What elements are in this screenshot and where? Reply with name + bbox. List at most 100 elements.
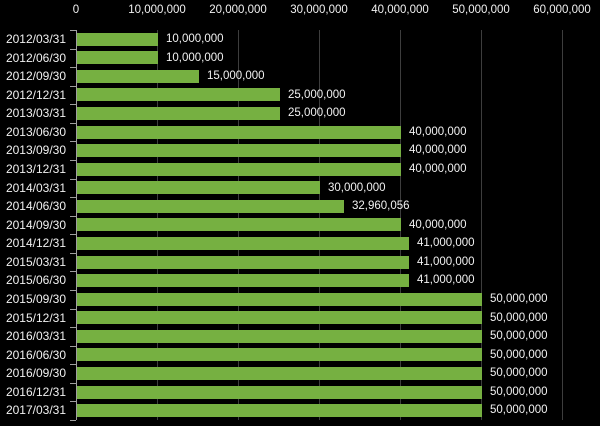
bar-row: 2013/03/31 25,000,000 <box>0 104 600 123</box>
bar[interactable] <box>77 385 482 399</box>
category-label: 2017/03/31 <box>5 403 66 418</box>
category-axis-tick <box>70 401 76 402</box>
value-label: 41,000,000 <box>417 255 475 268</box>
bar-row: 2012/03/31 10,000,000 <box>0 30 600 49</box>
category-label: 2016/12/31 <box>5 384 66 399</box>
category-label: 2012/12/31 <box>5 87 66 102</box>
value-label: 10,000,000 <box>166 51 224 64</box>
bar-row: 2017/03/31 50,000,000 <box>0 401 600 420</box>
bar-row: 2016/06/30 50,000,000 <box>0 346 600 365</box>
bar-row: 2014/06/30 32,960,056 <box>0 197 600 216</box>
category-axis-tick <box>70 346 76 347</box>
bar[interactable] <box>77 144 401 158</box>
value-label: 25,000,000 <box>288 107 346 120</box>
value-label: 40,000,000 <box>409 218 467 231</box>
value-label: 41,000,000 <box>417 274 475 287</box>
bar[interactable] <box>77 107 280 121</box>
category-label: 2013/12/31 <box>5 162 66 176</box>
bar[interactable] <box>77 348 482 362</box>
category-label: 2016/09/30 <box>5 366 66 381</box>
category-label: 2015/03/31 <box>5 254 66 269</box>
bar-row: 2012/06/30 10,000,000 <box>0 49 600 68</box>
value-label: 50,000,000 <box>490 311 548 324</box>
value-label: 50,000,000 <box>490 367 548 380</box>
bar[interactable] <box>77 367 482 381</box>
category-axis-tick <box>70 364 76 365</box>
gridline <box>562 30 563 420</box>
category-axis-tick <box>70 30 76 31</box>
category-axis-tick <box>70 309 76 310</box>
bar-row: 2015/09/30 50,000,000 <box>0 290 600 309</box>
bar[interactable] <box>77 404 482 418</box>
bar-row: 2014/03/31 30,000,000 <box>0 179 600 198</box>
bar[interactable] <box>77 162 401 176</box>
x-axis-tick-label: 30,000,000 <box>290 4 348 16</box>
bar[interactable] <box>77 218 401 232</box>
x-axis-tick-label: 0 <box>72 4 80 16</box>
category-label: 2012/03/31 <box>5 32 66 46</box>
bar[interactable] <box>77 51 158 65</box>
category-axis-tick <box>70 86 76 87</box>
bar[interactable] <box>77 32 158 46</box>
bar-row: 2016/03/31 50,000,000 <box>0 327 600 346</box>
value-label: 30,000,000 <box>328 181 386 194</box>
category-axis-tick <box>70 160 76 161</box>
bar-row: 2015/03/31 41,000,000 <box>0 253 600 272</box>
category-axis-tick <box>70 123 76 124</box>
bar-row: 2015/12/31 50,000,000 <box>0 309 600 328</box>
bar[interactable] <box>77 237 409 251</box>
category-axis-tick <box>70 216 76 217</box>
bar[interactable] <box>77 199 344 213</box>
bar[interactable] <box>77 274 409 288</box>
bar[interactable] <box>77 255 409 269</box>
value-label: 50,000,000 <box>490 348 548 361</box>
category-axis-tick <box>70 179 76 180</box>
bar-row: 2016/12/31 50,000,000 <box>0 383 600 402</box>
value-label: 32,960,056 <box>352 200 410 213</box>
category-axis-tick <box>70 253 76 254</box>
bar[interactable] <box>77 125 401 139</box>
bar[interactable] <box>77 329 482 343</box>
bar-row: 2013/06/30 40,000,000 <box>0 123 600 142</box>
category-label: 2012/06/30 <box>5 50 66 65</box>
bar-row: 2016/09/30 50,000,000 <box>0 364 600 383</box>
category-label: 2013/06/30 <box>5 124 66 139</box>
value-label: 40,000,000 <box>409 163 467 175</box>
category-axis-tick <box>70 290 76 291</box>
gridline <box>481 30 482 420</box>
category-axis-tick <box>70 327 76 328</box>
value-label: 25,000,000 <box>288 88 346 101</box>
category-label: 2016/03/31 <box>5 329 66 344</box>
bar-row: 2014/09/30 40,000,000 <box>0 216 600 235</box>
x-axis-tick-label: 60,000,000 <box>533 4 591 16</box>
value-label: 10,000,000 <box>166 33 224 45</box>
bar-row: 2013/09/30 40,000,000 <box>0 141 600 160</box>
category-label: 2013/03/31 <box>5 106 66 121</box>
x-axis-tick-label: 20,000,000 <box>209 4 267 16</box>
value-label: 50,000,000 <box>490 385 548 398</box>
category-axis-tick <box>70 271 76 272</box>
bar[interactable] <box>77 292 482 306</box>
category-label: 2015/06/30 <box>5 273 66 288</box>
value-label: 50,000,000 <box>490 330 548 343</box>
category-label: 2016/06/30 <box>5 347 66 362</box>
bar[interactable] <box>77 88 280 102</box>
x-axis-tick-label: 50,000,000 <box>452 4 510 16</box>
category-label: 2014/09/30 <box>5 217 66 232</box>
category-label: 2013/09/30 <box>5 143 66 158</box>
category-label: 2014/03/31 <box>5 180 66 195</box>
value-label: 40,000,000 <box>409 144 467 157</box>
value-label: 40,000,000 <box>409 125 467 138</box>
bar[interactable] <box>77 311 482 325</box>
bar-row: 2012/09/30 15,000,000 <box>0 67 600 86</box>
category-axis-tick <box>70 197 76 198</box>
value-label: 15,000,000 <box>207 70 265 83</box>
bar[interactable] <box>77 69 199 83</box>
value-label: 50,000,000 <box>490 404 548 417</box>
bar[interactable] <box>77 181 320 195</box>
category-label: 2015/09/30 <box>5 292 66 306</box>
category-axis-tick <box>70 420 76 421</box>
value-label: 41,000,000 <box>417 237 475 250</box>
category-axis-tick <box>70 104 76 105</box>
